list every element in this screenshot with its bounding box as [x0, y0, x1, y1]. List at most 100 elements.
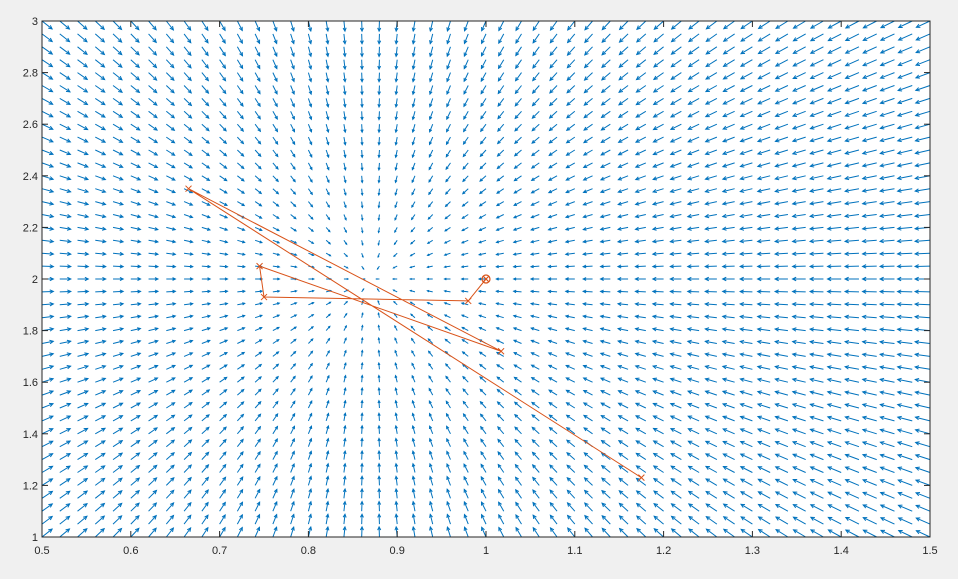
quiver-arrow	[844, 97, 860, 105]
quiver-arrow	[896, 175, 913, 181]
quiver-arrow	[219, 85, 227, 95]
quiver-arrow	[77, 264, 90, 269]
quiver-arrow	[325, 124, 330, 134]
quiver-arrow	[236, 526, 243, 538]
y-tick-label: 3	[32, 16, 38, 28]
quiver-arrow	[809, 59, 824, 67]
quiver-arrow	[201, 239, 212, 244]
quiver-arrow	[427, 201, 434, 208]
quiver-arrow	[896, 365, 913, 370]
quiver-arrow	[721, 377, 735, 383]
quiver-arrow	[530, 352, 540, 357]
quiver-arrow	[254, 501, 261, 512]
quiver-arrow	[498, 526, 505, 538]
quiver-arrow	[130, 414, 141, 422]
quiver-arrow	[844, 403, 860, 409]
quiver-arrow	[290, 462, 295, 473]
quiver-arrow	[237, 277, 246, 281]
quiver-arrow	[669, 162, 682, 168]
quiver-arrow	[77, 502, 88, 512]
y-tick-label: 2	[32, 274, 38, 286]
quiver-arrow	[634, 289, 646, 294]
quiver-arrow	[165, 489, 175, 499]
quiver-arrow	[41, 528, 54, 538]
quiver-arrow	[77, 402, 89, 409]
quiver-arrow	[635, 110, 647, 118]
quiver-arrow	[512, 264, 522, 269]
quiver-arrow	[148, 277, 160, 281]
quiver-arrow	[343, 374, 347, 383]
quiver-arrow	[512, 314, 522, 319]
quiver-arrow	[391, 277, 398, 281]
quiver-arrow	[462, 413, 469, 422]
quiver-arrow	[616, 239, 629, 244]
quiver-arrow	[844, 365, 860, 370]
quiver-arrow	[652, 85, 664, 93]
quiver-arrow	[411, 525, 416, 538]
quiver-arrow	[704, 465, 718, 473]
quiver-arrow	[95, 302, 107, 307]
quiver-arrow	[635, 440, 647, 448]
quiver-arrow	[652, 415, 664, 422]
quiver-arrow	[635, 97, 647, 106]
quiver-arrow	[183, 110, 193, 119]
quiver-arrow	[915, 530, 931, 538]
quiver-arrow	[705, 515, 718, 525]
quiver-arrow	[878, 264, 895, 269]
quiver-arrow	[791, 226, 806, 231]
quiver-arrow	[290, 98, 295, 108]
quiver-arrow	[496, 175, 505, 182]
quiver-arrow	[809, 201, 824, 206]
quiver-arrow	[515, 488, 522, 499]
quiver-arrow	[307, 400, 313, 409]
quiver-arrow	[325, 387, 330, 396]
quiver-arrow	[722, 46, 735, 55]
quiver-arrow	[410, 239, 416, 245]
quiver-arrow	[651, 339, 664, 344]
quiver-arrow	[77, 110, 89, 118]
quiver-arrow	[272, 425, 279, 435]
quiver-arrow	[429, 513, 434, 525]
quiver-arrow	[360, 449, 364, 460]
quiver-arrow	[583, 85, 593, 94]
quiver-arrow	[428, 188, 434, 196]
quiver-arrow	[583, 452, 593, 460]
quiver-arrow	[59, 20, 71, 30]
quiver-arrow	[599, 339, 611, 344]
quiver-arrow	[77, 33, 88, 43]
quiver-arrow	[237, 149, 245, 157]
quiver-arrow	[77, 149, 89, 156]
quiver-arrow	[896, 441, 913, 448]
quiver-arrow	[480, 85, 487, 95]
quiver-arrow	[201, 376, 211, 383]
quiver-arrow	[462, 136, 469, 145]
quiver-arrow	[686, 175, 700, 181]
quiver-arrow	[411, 412, 416, 422]
quiver-arrow	[548, 123, 558, 132]
quiver-arrow	[272, 500, 278, 512]
quiver-arrow	[653, 490, 664, 499]
quiver-arrow	[426, 265, 433, 269]
quiver-arrow	[532, 501, 540, 512]
quiver-arrow	[739, 188, 753, 193]
quiver-arrow	[59, 302, 72, 307]
quiver-arrow	[774, 162, 789, 168]
quiver-arrow	[219, 98, 227, 107]
quiver-arrow	[651, 201, 664, 206]
quiver-arrow	[809, 97, 824, 105]
quiver-arrow	[308, 201, 314, 208]
quiver-arrow	[634, 226, 646, 231]
quiver-arrow	[130, 489, 141, 499]
quiver-arrow	[739, 226, 753, 231]
quiver-arrow	[669, 339, 682, 345]
quiver-arrow	[531, 136, 540, 144]
quiver-arrow	[409, 265, 416, 269]
quiver-arrow	[686, 390, 700, 396]
quiver-arrow	[809, 85, 824, 92]
quiver-arrow	[411, 487, 416, 499]
quiver-arrow	[826, 238, 842, 244]
quiver-arrow	[861, 175, 877, 181]
quiver-arrow	[112, 175, 124, 181]
quiver-arrow	[183, 136, 193, 144]
quiver-arrow	[463, 488, 469, 499]
